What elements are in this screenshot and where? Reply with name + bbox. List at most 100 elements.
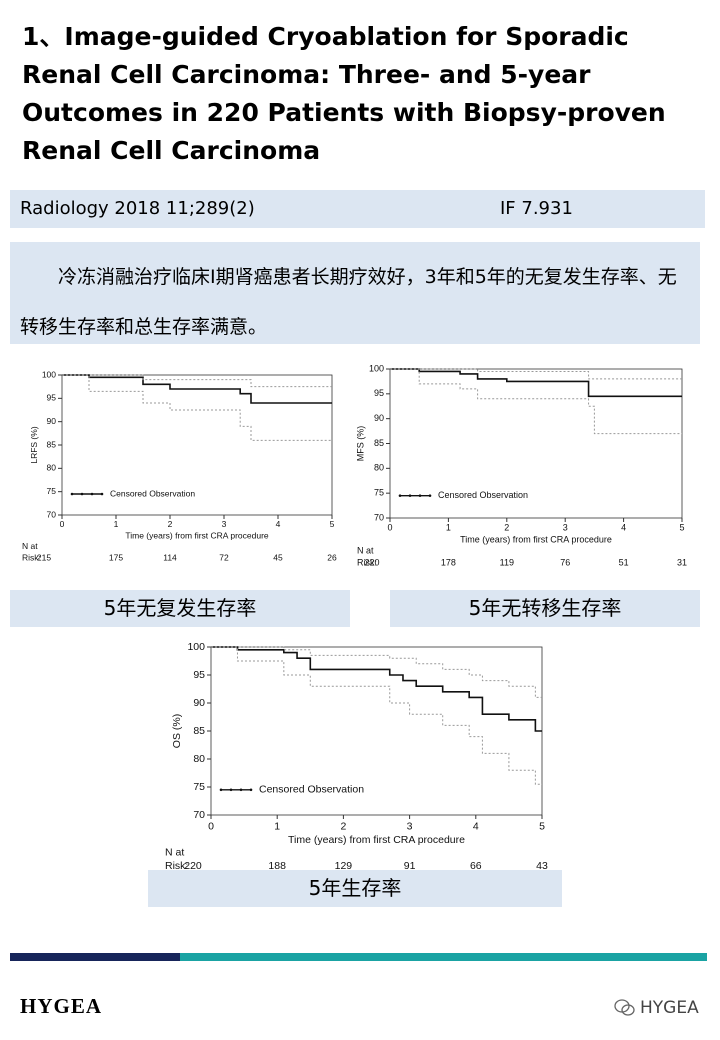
y-tick-label: 75 (374, 488, 384, 498)
x-tick-label: 4 (276, 519, 281, 529)
x-axis-label: Time (years) from first CRA procedure (125, 530, 269, 540)
citation-bar: Radiology 2018 11;289(2) IF 7.931 (10, 190, 705, 228)
risk-value: 188 (268, 860, 286, 872)
x-axis-label: Time (years) from first CRA procedure (288, 834, 465, 846)
risk-value: 129 (335, 860, 353, 872)
risk-value: 66 (470, 860, 482, 872)
km-curve (390, 368, 682, 398)
x-tick-label: 3 (222, 519, 227, 529)
km-curve (211, 646, 542, 732)
y-tick-label: 80 (47, 463, 57, 473)
legend-dot (219, 788, 223, 792)
km-curve (62, 374, 332, 441)
risk-value: 72 (219, 552, 229, 562)
y-tick-label: 80 (374, 463, 384, 473)
title: 1、Image-guided Cryoablation for Sporadic… (22, 22, 666, 165)
legend-label: Censored Observation (110, 488, 195, 498)
risk-value: 51 (619, 557, 629, 567)
risk-label: Risk: (22, 552, 41, 562)
km-curve (390, 368, 682, 380)
y-tick-label: 70 (47, 509, 57, 519)
x-tick-label: 5 (539, 820, 545, 832)
x-tick-label: 4 (473, 820, 479, 832)
y-tick-label: 70 (193, 809, 205, 821)
x-tick-label: 3 (563, 522, 568, 532)
km-curve (62, 374, 332, 404)
y-tick-label: 85 (193, 725, 205, 737)
y-axis-label: LRFS (%) (29, 426, 39, 463)
legend-dot (249, 788, 253, 792)
x-tick-label: 2 (340, 820, 346, 832)
x-tick-label: 1 (114, 519, 119, 529)
x-tick-label: 1 (446, 522, 451, 532)
km-curve (390, 368, 682, 435)
x-tick-label: 4 (621, 522, 626, 532)
risk-value: 119 (500, 557, 514, 567)
y-tick-label: 95 (374, 388, 384, 398)
journal: Radiology 2018 11;289(2) (20, 198, 255, 219)
y-axis-label: OS (%) (171, 714, 183, 748)
summary: 冷冻消融治疗临床I期肾癌患者长期疗效好，3年和5年的无复发生存率、无转移生存率和… (10, 242, 700, 344)
risk-value: 91 (404, 860, 416, 872)
legend-dot (398, 494, 402, 497)
impact-factor: IF 7.931 (500, 198, 573, 219)
plot-frame (389, 368, 683, 519)
legend-dot (418, 494, 422, 497)
y-tick-label: 80 (193, 753, 205, 765)
y-tick-label: 75 (193, 781, 205, 793)
risk-value: 76 (560, 557, 570, 567)
caption: 5年无转移生存率 (390, 590, 700, 627)
y-tick-label: 100 (42, 369, 56, 379)
x-tick-label: 2 (504, 522, 509, 532)
risk-value: 220 (184, 860, 202, 872)
wechat-icon (614, 999, 635, 1016)
risk-label: N at (357, 545, 374, 555)
legend-dot (229, 788, 233, 792)
risk-value: 31 (677, 557, 687, 567)
x-tick-label: 0 (387, 522, 392, 532)
watermark: HYGEA (640, 998, 699, 1018)
legend-label: Censored Observation (438, 490, 528, 500)
y-tick-label: 70 (374, 512, 384, 522)
y-tick-label: 95 (193, 669, 205, 681)
legend-dot (100, 492, 104, 496)
y-tick-label: 100 (187, 641, 205, 653)
risk-value: 175 (109, 552, 123, 562)
risk-value: 45 (273, 552, 283, 562)
y-tick-label: 95 (47, 393, 57, 403)
x-tick-label: 3 (407, 820, 413, 832)
caption: 5年无复发生存率 (10, 590, 350, 627)
km-curve (62, 374, 332, 388)
x-axis-label: Time (years) from first CRA procedure (460, 534, 612, 544)
legend-dot (428, 494, 432, 497)
risk-value: 26 (327, 552, 337, 562)
footer-bar (10, 953, 180, 961)
y-axis-label: MFS (%) (356, 426, 366, 462)
risk-value: 178 (441, 557, 456, 567)
risk-value: 43 (536, 860, 548, 872)
y-tick-label: 90 (374, 413, 384, 423)
y-tick-label: 100 (369, 363, 384, 373)
risk-value: 215 (37, 552, 51, 562)
x-tick-label: 0 (208, 820, 214, 832)
x-tick-label: 1 (274, 820, 280, 832)
risk-label: Risk: (165, 860, 188, 872)
legend-dot (408, 494, 412, 497)
legend-dot (239, 788, 243, 792)
risk-value: 114 (163, 552, 177, 562)
risk-label: N at (165, 846, 184, 858)
y-tick-label: 90 (193, 697, 205, 709)
km-curve (211, 646, 542, 785)
risk-value: 220 (364, 557, 379, 567)
legend-dot (80, 492, 84, 496)
brand: HYGEA (20, 994, 103, 1018)
risk-label: Risk: (357, 557, 377, 567)
x-tick-label: 5 (679, 522, 684, 532)
legend-label: Censored Observation (259, 784, 364, 796)
y-tick-label: 75 (47, 486, 57, 496)
legend-dot (90, 492, 94, 496)
caption: 5年生存率 (148, 870, 562, 907)
risk-label: N at (22, 541, 38, 551)
